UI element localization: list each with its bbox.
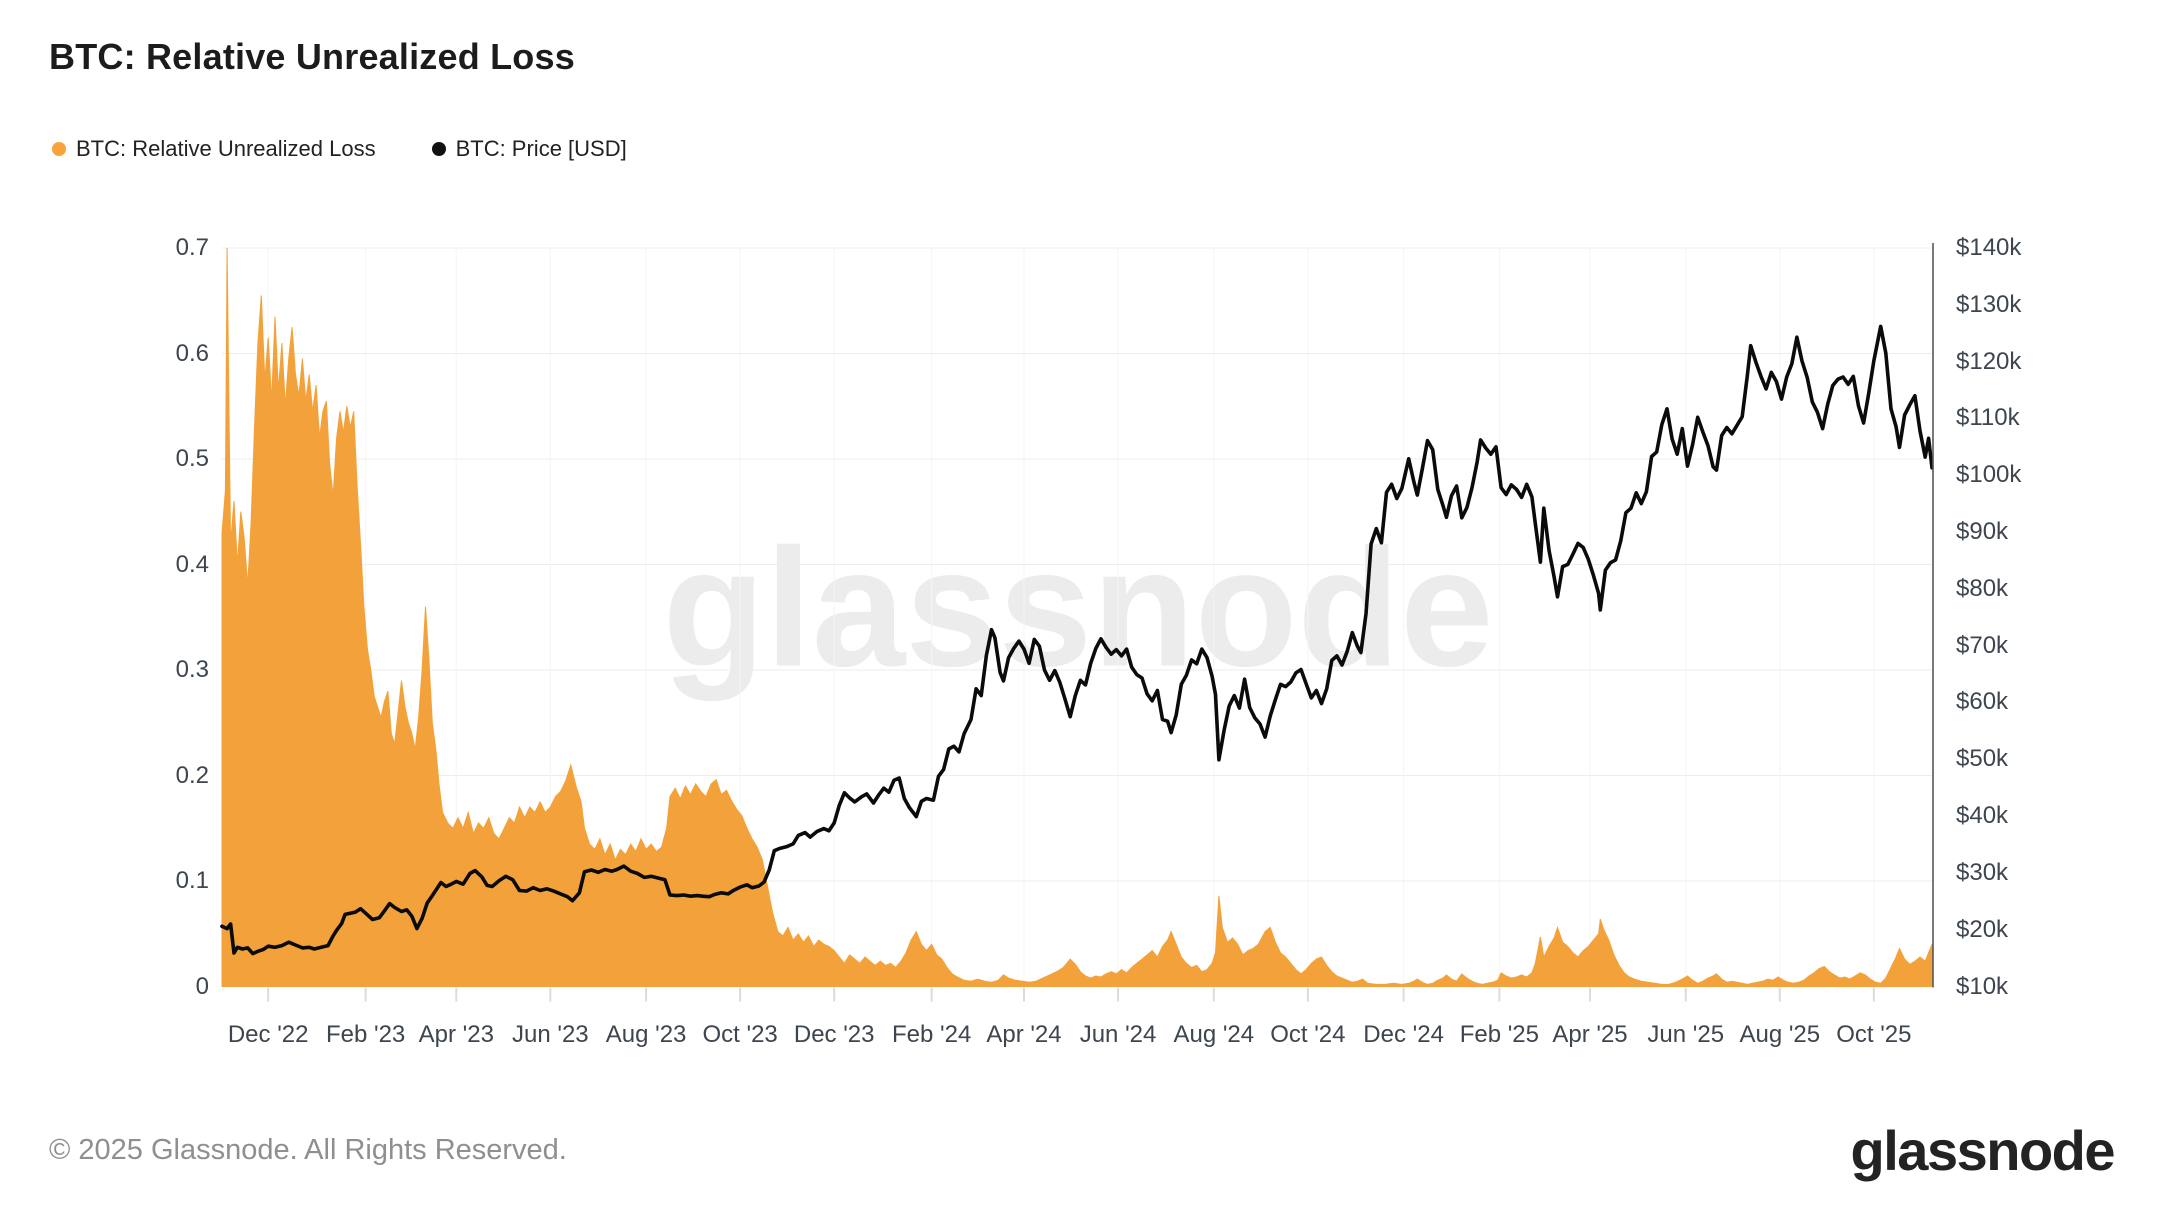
x-tick-label: Apr '23 <box>418 1020 494 1048</box>
legend-item-unrealized-loss[interactable]: BTC: Relative Unrealized Loss <box>52 136 376 162</box>
orange-dot-icon <box>52 142 66 156</box>
x-tick-label: Aug '25 <box>1739 1020 1821 1048</box>
y-left-tick-label: 0.2 <box>175 761 209 789</box>
y-right-tick-label: $40k <box>1956 802 2009 830</box>
glassnode-logo: glassnode <box>1850 1119 2116 1182</box>
y-right-tick-label: $20k <box>1956 915 2009 943</box>
x-tick-label: Dec '24 <box>1363 1020 1444 1048</box>
x-tick-label: Jun '25 <box>1647 1020 1725 1048</box>
y-right-tick-label: $30k <box>1956 858 2009 886</box>
legend-label: BTC: Price [USD] <box>455 136 627 161</box>
y-left-tick-label: 0 <box>195 972 209 1000</box>
y-right-tick-label: $10k <box>1956 972 2009 1000</box>
x-tick-label: Feb '23 <box>325 1020 406 1048</box>
x-tick-label: Jun '23 <box>511 1020 589 1048</box>
x-tick-label: Apr '24 <box>986 1020 1062 1048</box>
y-right-tick-label: $120k <box>1956 347 2022 375</box>
y-left-tick-label: 0.4 <box>175 550 209 578</box>
y-right-tick-label: $60k <box>1956 688 2009 716</box>
y-left-tick-label: 0.7 <box>175 234 209 261</box>
legend: BTC: Relative Unrealized Loss BTC: Price… <box>52 136 627 162</box>
legend-label: BTC: Relative Unrealized Loss <box>76 136 376 161</box>
x-tick-label: Oct '24 <box>1270 1020 1346 1048</box>
y-right-tick-label: $70k <box>1956 631 2009 659</box>
y-right-tick-label: $80k <box>1956 574 2009 602</box>
y-right-tick-label: $90k <box>1956 518 2009 546</box>
y-left-tick-label: 0.6 <box>175 339 209 367</box>
price-line-series[interactable] <box>220 324 1934 956</box>
y-right-tick-label: $50k <box>1956 745 2009 773</box>
unrealized-loss-area-series[interactable] <box>221 247 1933 987</box>
x-tick-label: Feb '24 <box>891 1020 972 1048</box>
y-right-tick-label: $130k <box>1956 290 2022 318</box>
x-tick-label: Aug '24 <box>1173 1020 1255 1048</box>
x-tick-label: Oct '23 <box>702 1020 778 1048</box>
x-tick-label: Dec '22 <box>227 1020 309 1048</box>
y-left-tick-label: 0.5 <box>175 445 209 472</box>
copyright-text: © 2025 Glassnode. All Rights Reserved. <box>49 1134 567 1166</box>
y-right-tick-label: $110k <box>1956 404 2020 432</box>
y-right-tick-label: $140k <box>1956 234 2022 261</box>
x-tick-label: Jun '24 <box>1079 1020 1157 1048</box>
x-tick-label: Dec '23 <box>793 1020 875 1048</box>
legend-item-price[interactable]: BTC: Price [USD] <box>431 136 627 162</box>
x-tick-label: Apr '25 <box>1552 1020 1628 1048</box>
y-left-tick-label: 0.1 <box>175 867 209 894</box>
y-right-tick-label: $100k <box>1956 461 2022 489</box>
x-tick-label: Feb '25 <box>1459 1020 1540 1048</box>
x-tick-label: Oct '25 <box>1836 1020 1912 1048</box>
page-title: BTC: Relative Unrealized Loss <box>49 36 575 77</box>
black-dot-icon <box>431 142 446 156</box>
x-tick-label: Aug '23 <box>605 1020 687 1048</box>
y-left-tick-label: 0.3 <box>175 656 209 683</box>
